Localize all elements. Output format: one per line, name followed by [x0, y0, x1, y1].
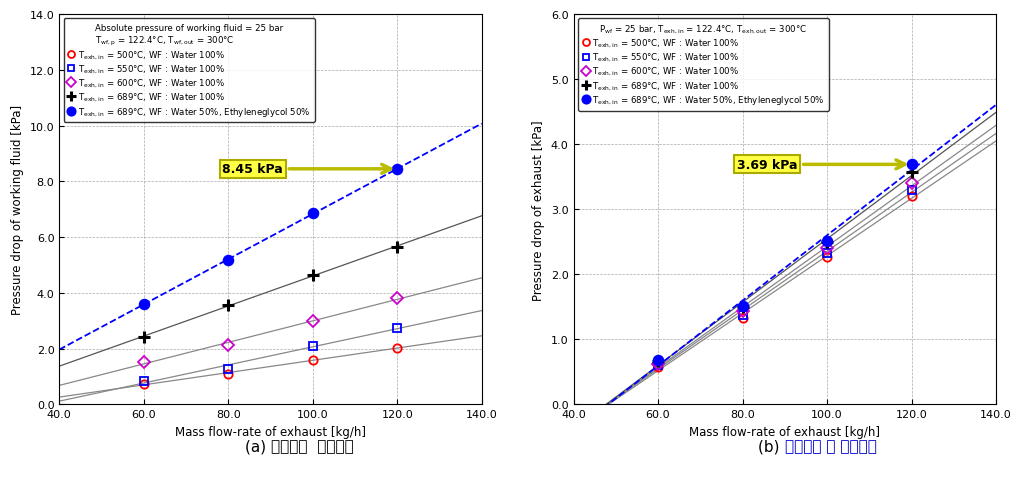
- Text: 8.45 kPa: 8.45 kPa: [222, 163, 391, 176]
- Text: 3.69 kPa: 3.69 kPa: [737, 159, 905, 171]
- Text: (a): (a): [244, 439, 270, 454]
- X-axis label: Mass flow-rate of exhaust [kg/h]: Mass flow-rate of exhaust [kg/h]: [175, 425, 366, 438]
- X-axis label: Mass flow-rate of exhaust [kg/h]: Mass flow-rate of exhaust [kg/h]: [690, 425, 880, 438]
- Legend: $\mathregular{T_{exh,in}}$ = 500°C, WF : Water 100%, $\mathregular{T_{exh,in}}$ : $\mathregular{T_{exh,in}}$ = 500°C, WF :…: [578, 20, 830, 111]
- Y-axis label: Pressure drop of exhaust [kPa]: Pressure drop of exhaust [kPa]: [532, 120, 545, 300]
- Text: 배기가스 측 압력손실: 배기가스 측 압력손실: [785, 439, 877, 454]
- Legend: $\mathregular{T_{exh,in}}$ = 500°C, WF : Water 100%, $\mathregular{T_{exh,in}}$ : $\mathregular{T_{exh,in}}$ = 500°C, WF :…: [63, 20, 315, 123]
- Text: (b): (b): [758, 439, 785, 454]
- Text: 작동유체  압력손실: 작동유체 압력손실: [270, 439, 353, 454]
- Y-axis label: Pressure drop of working fluid [kPa]: Pressure drop of working fluid [kPa]: [11, 105, 25, 315]
